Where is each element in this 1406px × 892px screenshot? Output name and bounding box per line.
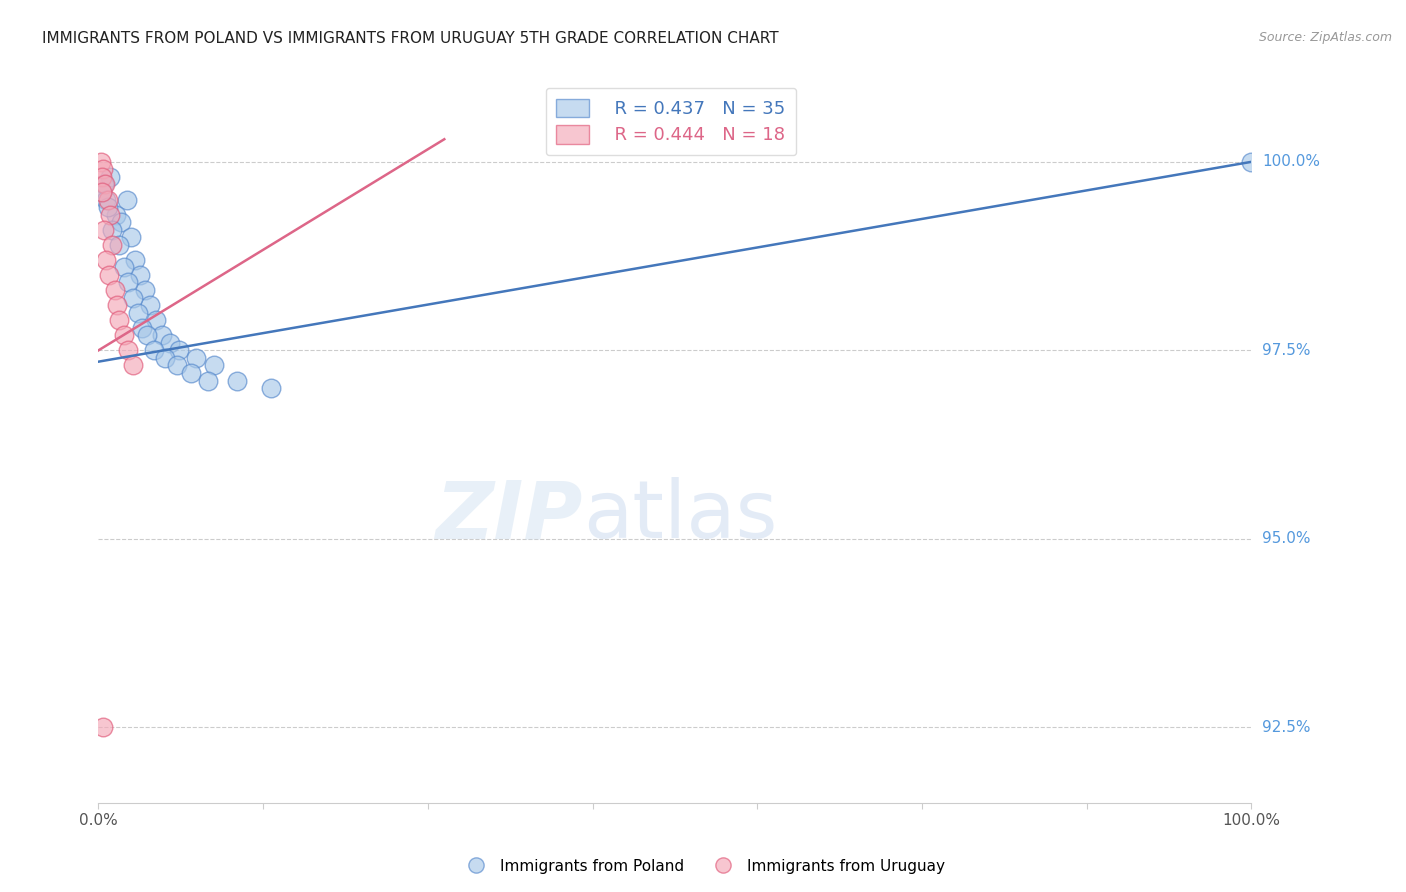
Point [97,193,120,207]
Point [122,359,145,373]
Point [112,328,135,343]
Point [225,374,247,388]
Point [117,276,139,290]
Point [134,283,156,297]
Point [108,237,131,252]
Point [94,178,117,192]
Point [112,260,135,275]
Text: 100.0%: 100.0% [1263,154,1320,169]
Point [127,306,149,320]
Point [159,335,181,350]
Text: 97.5%: 97.5% [1263,343,1310,358]
Point [150,328,173,343]
Point [166,359,188,373]
Point [108,313,131,327]
Point [180,366,202,380]
Point [197,374,219,388]
Point [122,291,145,305]
Point [155,351,177,365]
Point [93,223,115,237]
Point [110,215,132,229]
Point [98,208,121,222]
Point [96,193,118,207]
Point [260,381,283,395]
Point [90,185,112,199]
Text: 92.5%: 92.5% [1263,720,1310,735]
Point [93,178,115,192]
Point [91,162,114,177]
Point [129,268,152,282]
Point [97,200,120,214]
Point [117,343,139,358]
Point [145,313,167,327]
Text: ZIP: ZIP [436,477,582,555]
Point [1240,154,1263,169]
Point [104,208,127,222]
Point [131,320,153,334]
Point [105,298,128,312]
Point [90,185,112,199]
Point [91,720,114,734]
Point [103,283,125,297]
Text: IMMIGRANTS FROM POLAND VS IMMIGRANTS FROM URUGUAY 5TH GRADE CORRELATION CHART: IMMIGRANTS FROM POLAND VS IMMIGRANTS FRO… [42,31,779,46]
Text: Source: ZipAtlas.com: Source: ZipAtlas.com [1258,31,1392,45]
Point [90,169,112,184]
Point [139,298,162,312]
Point [135,328,157,343]
Point [97,268,120,282]
Point [120,230,142,244]
Point [117,193,139,207]
Point [167,343,190,358]
Point [142,343,165,358]
Legend: Immigrants from Poland, Immigrants from Uruguay: Immigrants from Poland, Immigrants from … [454,853,952,880]
Point [96,252,118,267]
Legend:   R = 0.437   N = 35,   R = 0.444   N = 18: R = 0.437 N = 35, R = 0.444 N = 18 [546,87,796,155]
Point [98,169,121,184]
Text: 95.0%: 95.0% [1263,532,1310,547]
Point [101,223,124,237]
Point [101,237,124,252]
Point [124,252,146,267]
Point [186,351,208,365]
Point [202,359,225,373]
Point [90,154,112,169]
Text: atlas: atlas [582,477,778,555]
